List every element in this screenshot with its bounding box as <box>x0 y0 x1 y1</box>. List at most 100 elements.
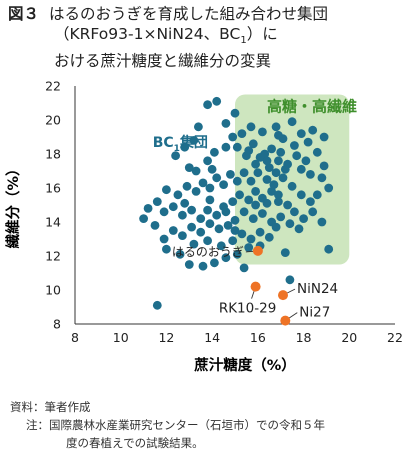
parent-series: はるのおうぎ RK10-29 NiN24 Ni27 <box>172 245 338 326</box>
bc1-point <box>274 156 283 166</box>
bc1-point <box>162 244 171 254</box>
bc1-point <box>203 236 213 246</box>
bc1-point <box>210 258 219 268</box>
x-tick-label: 18 <box>296 330 312 345</box>
bc1-point <box>264 163 274 172</box>
bc1-point <box>216 241 226 251</box>
bc1-point <box>191 166 201 176</box>
bc1-point <box>274 190 283 200</box>
bc1-point <box>205 195 215 205</box>
bc1-point <box>324 183 334 193</box>
bc1-point <box>239 207 249 217</box>
bc1-point <box>143 204 153 213</box>
x-tick-label: 12 <box>158 330 174 345</box>
parent-label: RK10-29 <box>219 301 276 317</box>
source-note: 資料：筆者作成 <box>10 400 91 414</box>
x-tick-label: 10 <box>113 330 129 345</box>
bc1-point <box>251 200 260 210</box>
bc1-group-label-tail: 集団 <box>179 134 208 151</box>
y-tick-label: 8 <box>53 317 61 332</box>
bc1-point <box>262 175 272 184</box>
bc1-point <box>214 224 224 234</box>
bc1-point <box>182 181 192 191</box>
bc1-point <box>308 125 318 135</box>
bc1-point <box>292 151 302 161</box>
bc1-point <box>248 214 258 224</box>
bc1-point <box>219 180 229 189</box>
bc1-point <box>178 231 187 241</box>
bc1-point <box>228 236 238 246</box>
bc1-point <box>203 205 213 215</box>
parent-point <box>278 290 288 301</box>
bc1-point <box>205 219 215 229</box>
bc1-point <box>306 170 315 179</box>
bc1-point <box>189 136 199 145</box>
bc1-point <box>244 195 254 205</box>
bc1-point <box>230 108 240 118</box>
figure-notes: 資料：筆者作成 注：国際農林水産業研究センター（石垣市）での令和５年 度の春植え… <box>10 398 325 452</box>
parent-label: NiN24 <box>297 281 338 297</box>
bc1-point <box>319 161 329 171</box>
bc1-point <box>303 137 313 147</box>
bc1-point <box>226 170 235 179</box>
bc1-point <box>296 190 306 200</box>
bc1-point <box>152 197 162 206</box>
bc1-point <box>168 226 178 235</box>
highlight-region-label: 高糖・高繊維 <box>267 98 357 116</box>
bc1-point <box>253 168 263 178</box>
title-text-2-sub: 1 <box>240 35 247 47</box>
bc1-point <box>210 147 219 157</box>
bc1-point <box>168 202 178 212</box>
bc1-point <box>306 197 315 206</box>
bc1-point <box>180 142 190 152</box>
bc1-point <box>280 248 290 257</box>
bc1-point <box>228 132 238 142</box>
bc1-point <box>223 221 233 230</box>
bc1-point <box>267 187 276 196</box>
bc1-point <box>244 243 254 252</box>
bc1-point <box>171 151 181 161</box>
bc1-point <box>196 227 206 237</box>
bc1-point <box>274 197 283 206</box>
x-tick-label: 14 <box>204 330 220 345</box>
axes <box>74 86 395 325</box>
bc1-point <box>260 149 270 159</box>
bc1-point <box>271 168 281 178</box>
bc1-point <box>276 147 286 157</box>
bc1-point <box>317 217 327 227</box>
y-tick-label: 12 <box>45 249 61 264</box>
bc1-point <box>203 156 213 166</box>
bc1-point <box>232 249 242 259</box>
bc1-point <box>139 214 149 224</box>
bc1-point <box>194 122 203 132</box>
bc1-point <box>184 163 194 172</box>
figure-title: 図３ はるのおうぎを育成した組み合わせ集団 （KRFo93-1×NiN24、BC1… <box>8 4 416 71</box>
bc1-point <box>159 207 169 217</box>
tick-labels: 8 10 12 14 16 18 20 22 8 10 12 14 16 18 20 22 <box>45 79 403 346</box>
bc1-point <box>152 300 162 310</box>
title-line-3: おける蔗汁糖度と繊維分の変異 <box>8 51 416 71</box>
y-tick-label: 22 <box>45 79 61 94</box>
bc1-point <box>246 122 256 132</box>
x-tick-label: 16 <box>250 330 266 345</box>
bc1-point <box>296 129 306 138</box>
y-axis-label: 繊維分（%） <box>4 161 22 248</box>
bc1-point <box>162 185 171 195</box>
x-tick-label: 20 <box>341 330 357 345</box>
bc1-point <box>285 219 295 229</box>
parent-point <box>250 281 261 292</box>
bc1-point <box>191 187 201 196</box>
title-line-1: 図３ はるのおうぎを育成した組み合わせ集団 <box>8 4 416 24</box>
parent-label: はるのおうぎ <box>172 245 244 259</box>
bc1-point <box>187 205 197 215</box>
title-text-2b: ）に <box>246 25 278 43</box>
bc1-point <box>221 142 231 152</box>
bc1-point <box>230 226 240 235</box>
bc1-point <box>317 173 327 183</box>
x-tick-label: 8 <box>71 330 79 345</box>
bc1-point <box>296 164 306 174</box>
bc1-point <box>312 190 322 200</box>
y-tick-label: 20 <box>45 113 61 128</box>
note-1: 注：国際農林水産業研究センター（石垣市）での令和５年 <box>26 418 325 432</box>
bc1-point <box>232 142 242 152</box>
